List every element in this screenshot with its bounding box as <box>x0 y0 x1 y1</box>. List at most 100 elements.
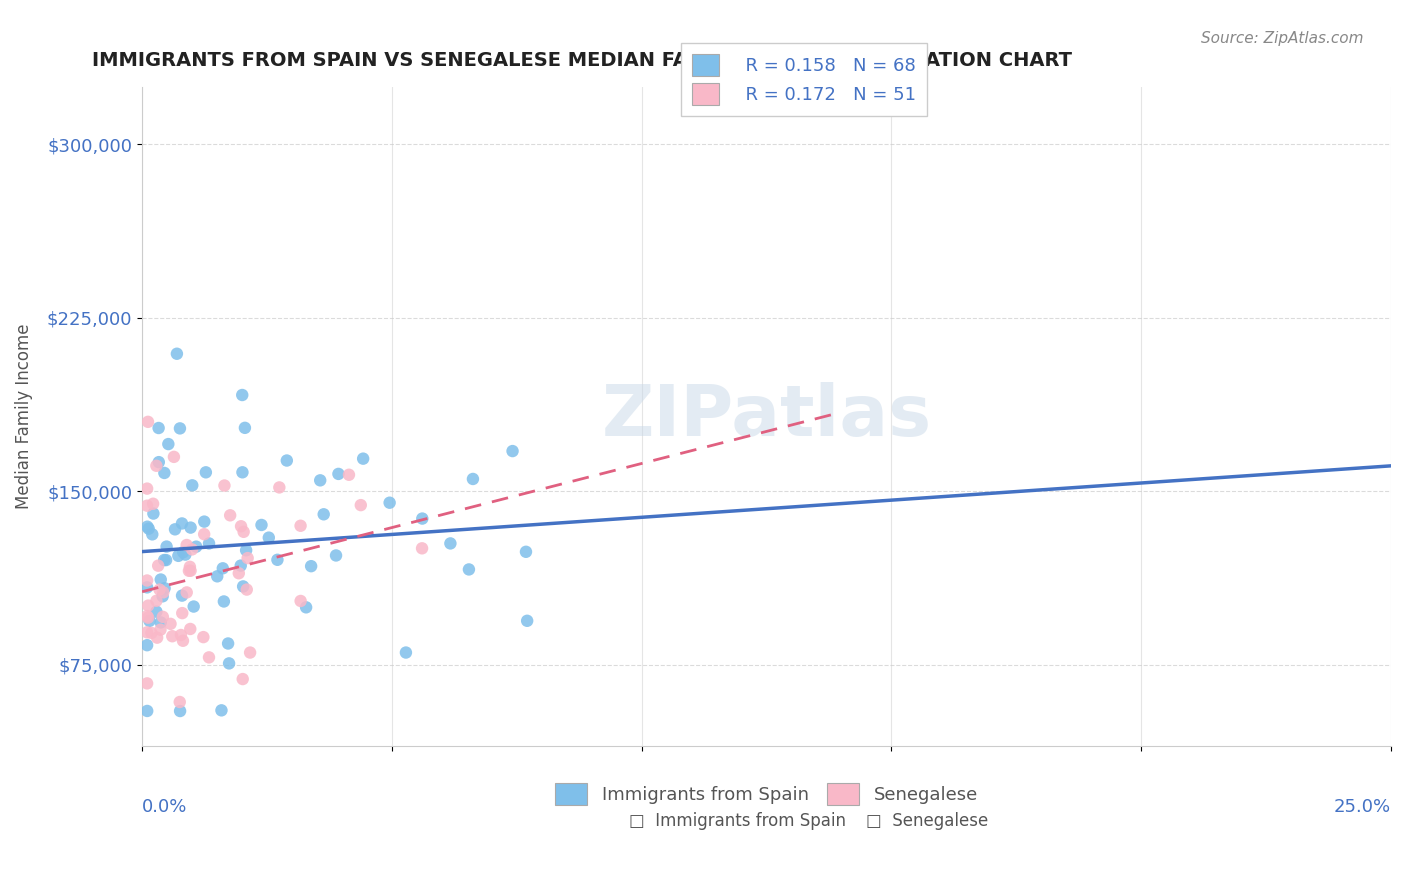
Point <box>228 566 250 581</box>
Point <box>411 511 433 525</box>
Point <box>236 582 259 597</box>
Point <box>395 646 418 660</box>
Point <box>198 536 221 550</box>
Point <box>159 616 181 631</box>
Point <box>136 609 159 624</box>
Text: IMMIGRANTS FROM SPAIN VS SENEGALESE MEDIAN FAMILY INCOME CORRELATION CHART: IMMIGRANTS FROM SPAIN VS SENEGALESE MEDI… <box>93 51 1073 70</box>
Point <box>198 650 221 665</box>
Point <box>166 347 188 361</box>
Point <box>411 541 433 556</box>
Point <box>219 508 242 523</box>
Point <box>211 703 233 717</box>
Point <box>232 672 254 686</box>
Point <box>170 589 193 603</box>
Point <box>176 585 198 599</box>
Point <box>239 646 262 660</box>
Point <box>516 614 538 628</box>
Point <box>169 695 191 709</box>
Point <box>136 638 159 652</box>
Point <box>309 473 332 487</box>
Text: 25.0%: 25.0% <box>1334 798 1391 816</box>
Point <box>136 499 159 513</box>
Point <box>233 421 256 435</box>
Point <box>174 548 197 562</box>
Point <box>169 704 191 718</box>
Point <box>142 507 165 521</box>
Point <box>337 467 360 482</box>
Point <box>149 623 172 637</box>
Point <box>231 465 253 479</box>
Point <box>152 589 174 603</box>
Point <box>211 561 233 575</box>
Point <box>141 527 163 541</box>
Point <box>218 657 240 671</box>
Point <box>152 610 174 624</box>
Point <box>299 559 322 574</box>
Point <box>257 531 280 545</box>
Point <box>163 450 186 464</box>
Point <box>236 551 259 566</box>
Y-axis label: Median Family Income: Median Family Income <box>15 324 32 508</box>
Point <box>153 581 176 595</box>
Point <box>142 497 165 511</box>
Point <box>193 527 215 541</box>
Point <box>231 388 253 402</box>
Point <box>170 628 193 642</box>
Point <box>145 458 167 473</box>
Point <box>290 518 312 533</box>
Point <box>180 520 202 534</box>
Point <box>138 522 160 536</box>
Point <box>290 594 312 608</box>
Point <box>163 522 186 536</box>
Point <box>214 478 236 492</box>
Point <box>141 626 163 640</box>
Point <box>172 545 194 559</box>
Point <box>145 594 167 608</box>
Point <box>162 629 184 643</box>
Point <box>157 437 180 451</box>
Point <box>153 466 176 480</box>
Point <box>136 415 159 429</box>
Point <box>148 582 170 597</box>
Point <box>176 538 198 552</box>
Point <box>378 496 401 510</box>
Point <box>177 564 200 578</box>
Legend: Immigrants from Spain, Senegalese: Immigrants from Spain, Senegalese <box>544 772 988 816</box>
Point <box>212 594 235 608</box>
Point <box>181 478 204 492</box>
Point <box>232 524 254 539</box>
Point <box>136 704 159 718</box>
Point <box>269 480 291 494</box>
Point <box>235 543 257 558</box>
Point <box>229 519 252 533</box>
Point <box>149 573 172 587</box>
Point <box>136 625 159 640</box>
Point <box>194 466 217 480</box>
Point <box>180 564 202 578</box>
Point <box>136 519 159 533</box>
Point <box>136 610 159 624</box>
Text: ZIPatlas: ZIPatlas <box>602 382 932 450</box>
Point <box>207 569 229 583</box>
Point <box>149 615 172 630</box>
Point <box>146 631 169 645</box>
Point <box>145 605 167 619</box>
Point <box>153 553 176 567</box>
Text: Source: ZipAtlas.com: Source: ZipAtlas.com <box>1201 31 1364 46</box>
Point <box>352 451 374 466</box>
Point <box>266 553 288 567</box>
Point <box>138 614 160 628</box>
Point <box>169 421 191 435</box>
Point <box>350 498 373 512</box>
Point <box>152 585 174 599</box>
Text: □  Immigrants from Spain: □ Immigrants from Spain <box>628 812 846 830</box>
Point <box>136 599 159 613</box>
Point <box>183 599 205 614</box>
Point <box>458 562 481 576</box>
Point <box>250 518 273 533</box>
Point <box>229 558 252 573</box>
Point <box>136 580 159 594</box>
Point <box>170 516 193 531</box>
Point <box>181 542 204 557</box>
Point <box>515 545 537 559</box>
